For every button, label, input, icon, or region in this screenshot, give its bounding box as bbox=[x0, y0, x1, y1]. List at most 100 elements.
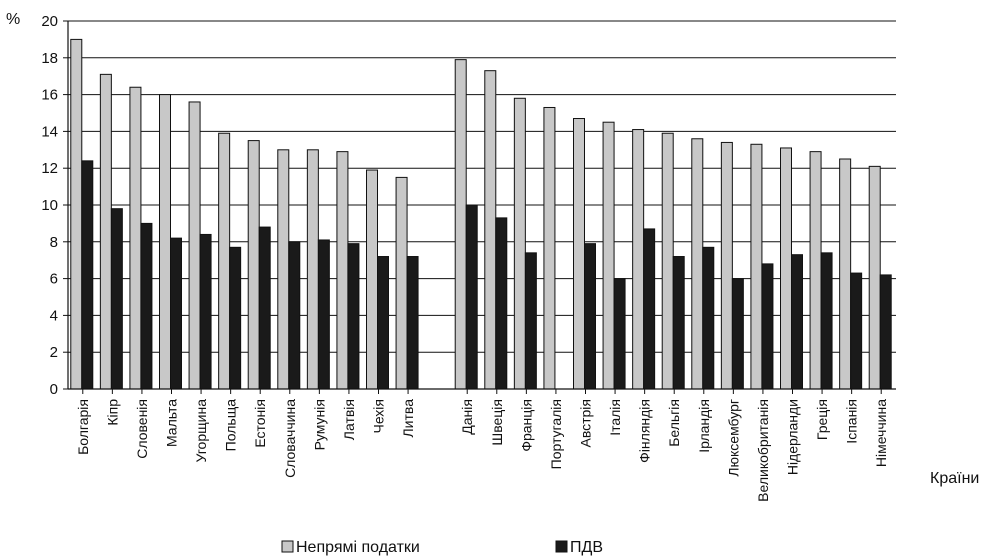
x-tick-label: Бельгія bbox=[666, 399, 682, 447]
y-tick-label: 8 bbox=[50, 234, 58, 251]
bar-vat bbox=[731, 278, 744, 390]
bar-vat bbox=[199, 233, 212, 390]
bar-vat bbox=[584, 243, 596, 390]
bar-vat bbox=[288, 241, 301, 390]
bar-vat bbox=[406, 256, 419, 390]
bar-indirect-taxes bbox=[336, 151, 349, 390]
x-tick-label: Франція bbox=[518, 399, 534, 452]
bar-indirect-taxes bbox=[395, 176, 408, 390]
x-tick-label: Великобританія bbox=[755, 399, 771, 502]
legend-label-vat: ПДВ bbox=[570, 539, 603, 556]
x-tick-label: Швеція bbox=[489, 399, 505, 446]
y-tick-label: 14 bbox=[41, 123, 58, 140]
y-tick-label: 12 bbox=[41, 160, 58, 177]
x-tick-labels: Болгарія Кіпр Словенія Мальта Угорщина Польща… bbox=[75, 399, 889, 502]
x-tick-label: Данія bbox=[459, 399, 475, 435]
bar-vat bbox=[761, 263, 774, 390]
y-tick-label: 6 bbox=[50, 271, 58, 288]
bar-indirect-taxes bbox=[513, 97, 526, 390]
y-tick-label: 2 bbox=[50, 344, 58, 361]
bar-indirect-taxes bbox=[809, 151, 822, 390]
bar-indirect-taxes bbox=[750, 143, 763, 390]
y-tick-label: 10 bbox=[41, 197, 58, 214]
bar-indirect-taxes bbox=[868, 165, 881, 390]
bar-indirect-taxes bbox=[366, 169, 378, 390]
x-tick-label: Нідерланди bbox=[785, 399, 801, 475]
bar-vat bbox=[613, 278, 626, 390]
bars bbox=[70, 38, 892, 390]
x-tick-label: Австрія bbox=[578, 399, 594, 448]
x-tick-label: Кіпр bbox=[104, 399, 120, 426]
x-axis-label: Країни bbox=[930, 470, 979, 487]
bar-indirect-taxes bbox=[454, 59, 467, 390]
x-tick-label: Естонія bbox=[252, 399, 268, 448]
bar-indirect-taxes bbox=[129, 86, 142, 390]
legend-label-indirect-taxes: Непрямі податки bbox=[296, 539, 420, 556]
bar-vat bbox=[672, 256, 685, 390]
legend: Непрямі податки ПДВ bbox=[281, 539, 603, 556]
bar-vat bbox=[524, 252, 537, 390]
bar-vat bbox=[702, 246, 715, 390]
bar-indirect-taxes bbox=[277, 149, 290, 390]
x-tick-label: Ірландія bbox=[696, 399, 712, 453]
x-tick-label: Словенія bbox=[134, 399, 150, 459]
bar-vat bbox=[377, 256, 389, 390]
bar-indirect-taxes bbox=[839, 158, 852, 390]
bar-indirect-taxes bbox=[159, 94, 171, 390]
bar-indirect-taxes bbox=[247, 140, 260, 390]
bar-vat bbox=[170, 237, 182, 390]
axes bbox=[63, 20, 896, 394]
bar-indirect-taxes bbox=[661, 132, 674, 390]
bar-indirect-taxes bbox=[484, 70, 497, 390]
x-tick-label: Румунія bbox=[311, 399, 327, 450]
x-tick-label: Угорщина bbox=[193, 399, 209, 463]
legend-swatch-vat bbox=[555, 540, 568, 553]
bar-vat bbox=[258, 226, 271, 390]
bar-vat bbox=[229, 246, 242, 390]
bar-vat bbox=[81, 160, 94, 390]
bar-vat bbox=[110, 208, 123, 390]
bar-indirect-taxes bbox=[188, 101, 201, 390]
bar-indirect-taxes bbox=[780, 147, 792, 390]
bar-vat bbox=[820, 252, 833, 390]
bar-indirect-taxes bbox=[691, 138, 704, 390]
bar-indirect-taxes bbox=[99, 73, 112, 390]
y-tick-label: 0 bbox=[50, 381, 58, 398]
bar-vat bbox=[140, 222, 153, 390]
bar-indirect-taxes bbox=[632, 129, 645, 390]
x-tick-label: Польща bbox=[223, 399, 239, 452]
y-tick-label: 4 bbox=[50, 307, 58, 324]
y-tick-label: 16 bbox=[41, 87, 58, 104]
bar-indirect-taxes bbox=[573, 118, 585, 390]
legend-swatch-indirect-taxes bbox=[281, 540, 294, 553]
bar-indirect-taxes bbox=[720, 141, 733, 390]
x-tick-label: Чехія bbox=[371, 399, 387, 434]
x-tick-label: Португалія bbox=[548, 399, 564, 469]
y-axis-label: % bbox=[6, 11, 20, 28]
x-tick-label: Латвія bbox=[341, 399, 357, 440]
y-tick-label: 18 bbox=[41, 50, 58, 67]
x-tick-label: Словаччина bbox=[282, 399, 298, 478]
bar-indirect-taxes bbox=[70, 38, 83, 390]
bar-indirect-taxes bbox=[543, 106, 556, 390]
bar-vat bbox=[465, 204, 478, 390]
y-tick-labels: 0 2 4 6 8 10 12 14 16 18 20 bbox=[41, 13, 58, 398]
bar-vat bbox=[495, 217, 508, 390]
bar-indirect-taxes bbox=[218, 132, 231, 390]
bar-vat bbox=[347, 243, 360, 390]
bar-indirect-taxes bbox=[306, 149, 319, 390]
x-tick-label: Греція bbox=[814, 399, 830, 440]
y-tick-label: 20 bbox=[41, 13, 58, 30]
x-tick-label: Литва bbox=[400, 399, 416, 438]
x-tick-label: Іспанія bbox=[844, 399, 860, 444]
x-tick-label: Люксембург bbox=[725, 399, 741, 477]
bar-vat bbox=[850, 272, 863, 390]
x-tick-label: Мальта bbox=[164, 399, 180, 447]
x-tick-label: Німеччина bbox=[873, 399, 889, 467]
bar-indirect-taxes bbox=[602, 121, 615, 390]
bar-vat bbox=[879, 274, 892, 390]
bar-vat bbox=[791, 254, 803, 390]
x-tick-label: Фінляндія bbox=[637, 399, 653, 463]
